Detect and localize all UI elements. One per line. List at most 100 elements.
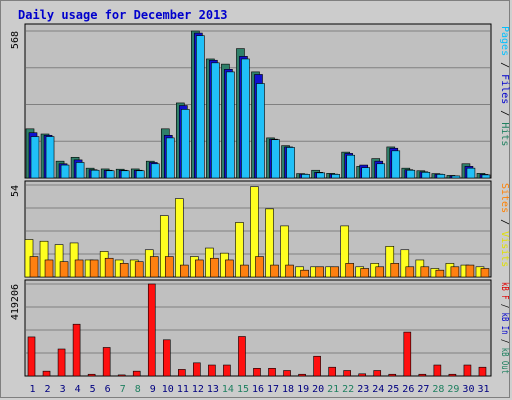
x-tick-label-day-30: 30 [462, 384, 474, 395]
bar-sites-day-5 [89, 259, 99, 278]
legend-entry: Pages [499, 26, 510, 56]
bar-visits-day-2 [39, 240, 49, 278]
legend-entry: kB Out [499, 348, 510, 374]
bar-sites-day-28 [435, 269, 445, 278]
bar-kb-f-day-21 [328, 366, 336, 377]
bar-pages-day-27 [421, 172, 431, 179]
bar-kb-f-day-18 [283, 370, 291, 377]
bar-pages-day-2 [45, 136, 55, 179]
bar-sites-day-18 [285, 264, 294, 278]
bar-kb-f-day-26 [403, 331, 412, 377]
bar-kb-f-day-31 [478, 366, 487, 377]
bar-pages-day-22 [346, 154, 355, 179]
bar-kb-f-day-7 [117, 374, 126, 377]
x-tick-label-day-7: 7 [120, 384, 126, 395]
legend-entry: Sites [499, 183, 510, 213]
bar-sites-day-15 [240, 264, 249, 278]
x-tick-label-day-20: 20 [312, 384, 324, 395]
x-tick-label-day-29: 29 [447, 384, 459, 395]
x-tick-label-day-27: 27 [417, 384, 429, 395]
bar-kb-f-day-13 [208, 364, 216, 377]
x-tick-label-day-2: 2 [45, 384, 51, 395]
bar-kb-f-day-24 [373, 370, 382, 377]
x-tick-label-day-4: 4 [75, 384, 81, 395]
bar-visits-day-11 [175, 198, 184, 278]
bar-pages-day-15 [241, 58, 250, 179]
x-tick-label-day-17: 17 [267, 384, 279, 395]
legend-sites-visits: Sites / Visits [499, 183, 510, 267]
bar-pages-day-3 [60, 164, 70, 179]
bar-kb-f-day-6 [102, 347, 111, 377]
bar-kb-f-day-3 [57, 348, 66, 377]
bar-visits-day-26 [400, 249, 410, 278]
legend-entry: / [499, 104, 510, 122]
bar-pages-day-16 [256, 83, 265, 179]
bar-sites-day-19 [300, 269, 309, 278]
bar-kb-f-day-23 [358, 373, 367, 377]
bar-visits-day-16 [250, 186, 259, 278]
x-tick-label-day-14: 14 [222, 384, 234, 395]
legend-entry: Hits [499, 122, 510, 146]
bar-sites-day-16 [255, 256, 264, 278]
bar-pages-day-1 [30, 136, 40, 179]
legend-entry: Visits [499, 231, 510, 267]
bar-sites-day-12 [195, 259, 204, 278]
bar-kb-f-day-25 [388, 373, 397, 377]
bar-kb-f-day-8 [132, 370, 141, 377]
bar-visits-day-17 [265, 208, 274, 278]
bar-kb-f-day-15 [238, 336, 246, 377]
x-tick-label-day-11: 11 [177, 384, 189, 395]
bar-pages-day-12 [196, 35, 205, 179]
bar-pages-day-21 [331, 174, 340, 179]
bar-visits-day-22 [340, 225, 349, 278]
x-tick-label-day-19: 19 [297, 384, 309, 395]
bar-kb-f-day-22 [343, 370, 351, 377]
bar-kb-f-day-16 [253, 368, 261, 377]
bar-pages-day-14 [226, 71, 235, 179]
bar-pages-day-20 [316, 172, 325, 179]
bar-kb-f-day-12 [193, 362, 201, 377]
legend-entry: / [499, 56, 510, 74]
bar-kb-f-day-9 [147, 283, 156, 377]
bar-sites-day-24 [375, 266, 385, 278]
legend-entry: kB In [499, 313, 510, 335]
x-tick-label-day-10: 10 [162, 384, 174, 395]
ymax-label-kb: 419206 [10, 284, 21, 320]
bar-sites-day-3 [59, 261, 69, 278]
x-tick-label-day-28: 28 [432, 384, 444, 395]
bar-sites-day-4 [74, 259, 84, 278]
bar-sites-day-20 [315, 266, 324, 278]
bar-visits-day-3 [54, 244, 64, 278]
x-tick-label-day-12: 12 [192, 384, 204, 395]
x-tick-label-day-9: 9 [150, 384, 156, 395]
bar-pages-day-6 [105, 170, 115, 179]
bar-pages-day-17 [271, 139, 280, 179]
bar-sites-day-11 [180, 264, 189, 278]
x-tick-label-day-8: 8 [135, 384, 141, 395]
bar-sites-day-17 [270, 264, 279, 278]
x-tick-label-day-25: 25 [387, 384, 399, 395]
ymax-label-sites-visits: 54 [10, 185, 21, 197]
x-tick-label-day-3: 3 [60, 384, 66, 395]
bar-sites-day-25 [390, 263, 400, 278]
x-tick-label-day-31: 31 [477, 384, 489, 395]
bar-kb-f-day-11 [178, 369, 186, 377]
bar-kb-f-day-30 [463, 364, 472, 377]
bar-visits-day-10 [159, 215, 169, 278]
bar-pages-day-24 [376, 163, 386, 179]
bar-pages-day-23 [361, 167, 371, 179]
x-tick-label-day-24: 24 [372, 384, 384, 395]
bar-pages-day-29 [451, 175, 461, 179]
legend-entry: Files [499, 74, 510, 104]
x-tick-label-day-26: 26 [402, 384, 414, 395]
bar-pages-day-13 [211, 62, 220, 179]
bar-sites-day-23 [360, 268, 370, 278]
bar-pages-day-30 [466, 167, 476, 179]
chart-title: Daily usage for December 2013 [18, 8, 228, 22]
x-tick-label-day-22: 22 [342, 384, 354, 395]
legend-entry: / [499, 335, 510, 348]
bar-sites-day-22 [345, 263, 354, 278]
bar-pages-day-28 [436, 174, 446, 179]
bar-pages-day-18 [286, 147, 295, 179]
